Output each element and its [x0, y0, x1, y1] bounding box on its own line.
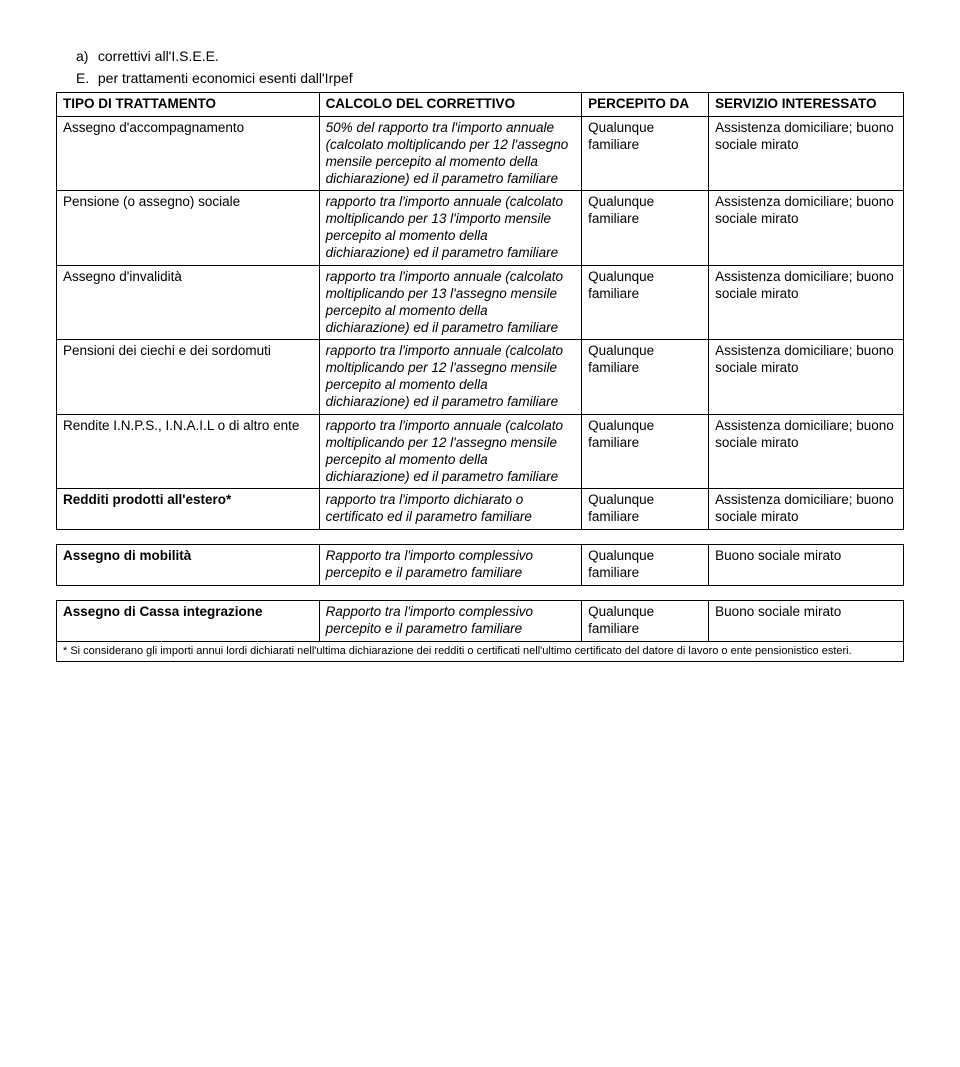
cell-percepito: Qualunque familiare [582, 191, 709, 266]
cell-percepito: Qualunque familiare [582, 116, 709, 191]
table-row: Assegno di Cassa integrazione Rapporto t… [57, 600, 904, 641]
footnote-text: * Si considerano gli importi annui lordi… [63, 645, 897, 658]
correttivi-table: TIPO DI TRATTAMENTO CALCOLO DEL CORRETTI… [56, 92, 904, 530]
col-header-percepito: PERCEPITO DA [582, 93, 709, 117]
cell-calcolo: rapporto tra l'importo annuale (calcolat… [319, 265, 582, 340]
cell-tipo: Redditi prodotti all'estero* [57, 489, 320, 530]
cell-percepito: Qualunque familiare [582, 340, 709, 415]
cassa-table: Assegno di Cassa integrazione Rapporto t… [56, 600, 904, 662]
cell-servizio: Assistenza domiciliare; buono sociale mi… [709, 265, 904, 340]
heading-line-a: a) correttivi all'I.S.E.E. [56, 48, 904, 64]
table-row: Pensione (o assegno) socialerapporto tra… [57, 191, 904, 266]
cell-percepito: Qualunque familiare [582, 265, 709, 340]
cell-percepito: Qualunque familiare [582, 600, 709, 641]
cell-calcolo: Rapporto tra l'importo complessivo perce… [319, 600, 582, 641]
cell-servizio: Buono sociale mirato [709, 600, 904, 641]
table-header-row: TIPO DI TRATTAMENTO CALCOLO DEL CORRETTI… [57, 93, 904, 117]
cell-servizio: Buono sociale mirato [709, 545, 904, 586]
heading-line-e: E. per trattamenti economici esenti dall… [56, 70, 904, 86]
cell-calcolo: Rapporto tra l'importo complessivo perce… [319, 545, 582, 586]
footnote-row: * Si considerano gli importi annui lordi… [57, 641, 904, 661]
cell-servizio: Assistenza domiciliare; buono sociale mi… [709, 414, 904, 489]
cell-tipo: Assegno d'invalidità [57, 265, 320, 340]
cell-percepito: Qualunque familiare [582, 414, 709, 489]
col-header-servizio: SERVIZIO INTERESSATO [709, 93, 904, 117]
cell-calcolo: rapporto tra l'importo annuale (calcolat… [319, 191, 582, 266]
table-row: Assegno di mobilità Rapporto tra l'impor… [57, 545, 904, 586]
cell-percepito: Qualunque familiare [582, 545, 709, 586]
cell-servizio: Assistenza domiciliare; buono sociale mi… [709, 191, 904, 266]
cell-tipo: Rendite I.N.P.S., I.N.A.I.L o di altro e… [57, 414, 320, 489]
table-row: Assegno d'invaliditàrapporto tra l'impor… [57, 265, 904, 340]
footnote-cell: * Si considerano gli importi annui lordi… [57, 641, 904, 661]
table-row: Pensioni dei ciechi e dei sordomutirappo… [57, 340, 904, 415]
heading-a-label: a) [76, 48, 94, 64]
table-row: Rendite I.N.P.S., I.N.A.I.L o di altro e… [57, 414, 904, 489]
col-header-calcolo: CALCOLO DEL CORRETTIVO [319, 93, 582, 117]
cell-calcolo: rapporto tra l'importo dichiarato o cert… [319, 489, 582, 530]
cell-tipo: Assegno di mobilità [57, 545, 320, 586]
cell-tipo: Assegno di Cassa integrazione [57, 600, 320, 641]
heading-a-text: correttivi all'I.S.E.E. [98, 48, 219, 64]
heading-e-label: E. [76, 70, 94, 86]
heading-e-text: per trattamenti economici esenti dall'Ir… [98, 70, 353, 86]
cell-calcolo: rapporto tra l'importo annuale (calcolat… [319, 414, 582, 489]
mobilita-table: Assegno di mobilità Rapporto tra l'impor… [56, 544, 904, 586]
table-row: Redditi prodotti all'estero*rapporto tra… [57, 489, 904, 530]
col-header-tipo: TIPO DI TRATTAMENTO [57, 93, 320, 117]
cell-tipo: Pensione (o assegno) sociale [57, 191, 320, 266]
cell-tipo: Pensioni dei ciechi e dei sordomuti [57, 340, 320, 415]
cell-calcolo: rapporto tra l'importo annuale (calcolat… [319, 340, 582, 415]
cell-servizio: Assistenza domiciliare; buono sociale mi… [709, 116, 904, 191]
cell-calcolo: 50% del rapporto tra l'importo annuale (… [319, 116, 582, 191]
cell-tipo: Assegno d'accompagnamento [57, 116, 320, 191]
cell-servizio: Assistenza domiciliare; buono sociale mi… [709, 340, 904, 415]
table-row: Assegno d'accompagnamento50% del rapport… [57, 116, 904, 191]
cell-servizio: Assistenza domiciliare; buono sociale mi… [709, 489, 904, 530]
cell-percepito: Qualunque familiare [582, 489, 709, 530]
